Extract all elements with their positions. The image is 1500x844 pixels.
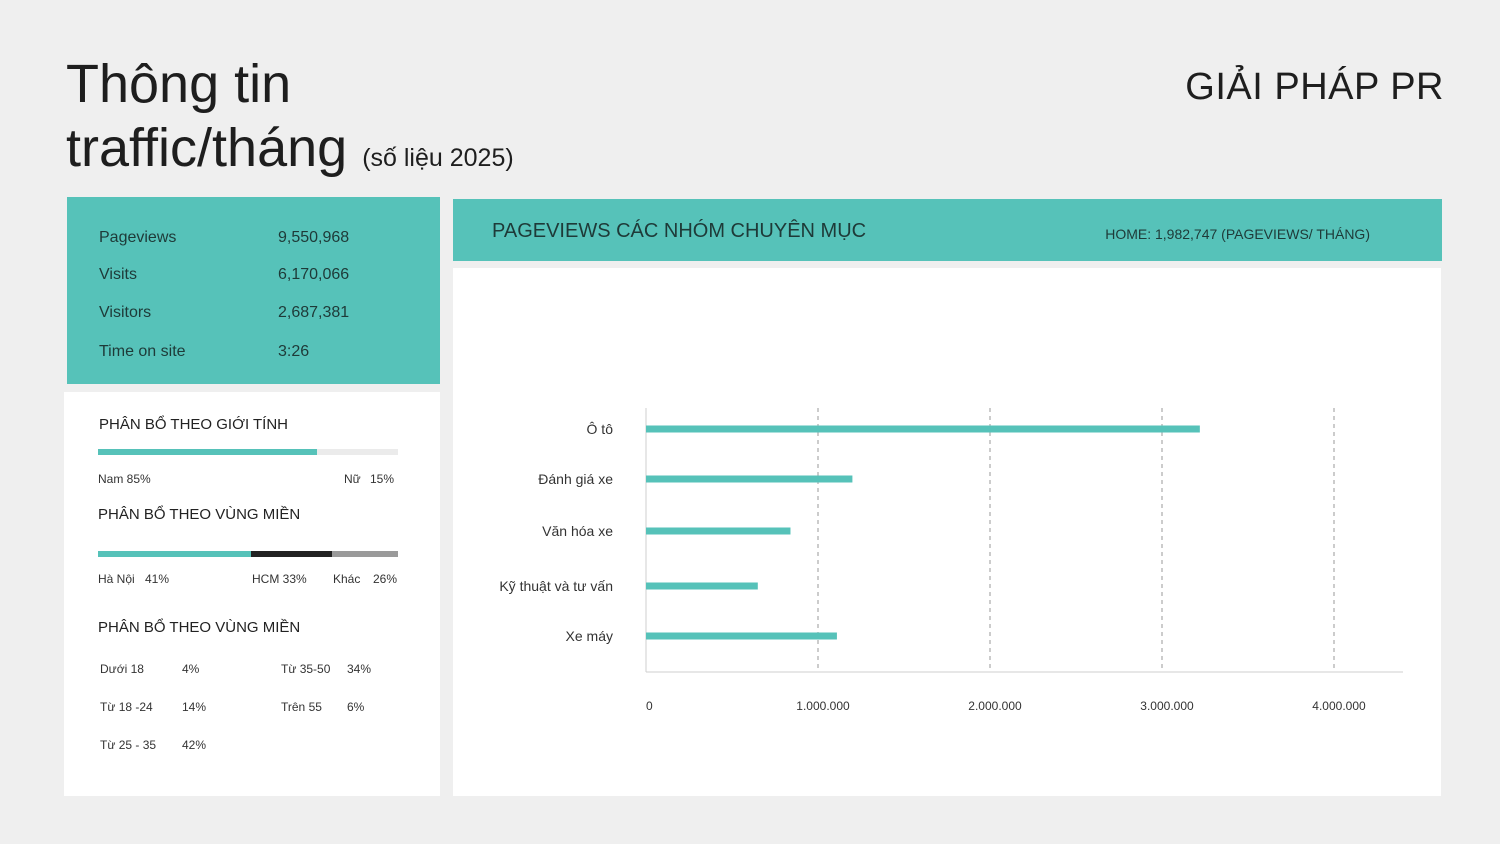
stat-value: 6,170,066 (278, 266, 349, 283)
category-label: Văn hóa xe (542, 523, 613, 539)
stat-label: Pageviews (99, 229, 278, 247)
category-label: Đánh giá xe (538, 471, 613, 487)
gender-section-title: PHÂN BỔ THEO GIỚI TÍNH (99, 416, 288, 433)
x-tick-label: 2.000.000 (968, 699, 1022, 713)
bar (646, 426, 1200, 433)
page-title-traffic: traffic/tháng (66, 118, 347, 178)
traffic-stats-panel: Pageviews 9,550,968 Visits 6,170,066 Visit… (67, 197, 440, 384)
age-section-title: PHÂN BỔ THEO VÙNG MIỀN (98, 619, 300, 636)
gender-bar (98, 449, 398, 455)
age-group-pct: 6% (347, 700, 364, 714)
age-group-pct: 4% (182, 662, 199, 676)
x-tick-label: 0 (646, 699, 653, 713)
category-label: Xe máy (566, 628, 613, 644)
region-other-label: Khác (333, 572, 360, 586)
demographics-panel: PHÂN BỔ THEO GIỚI TÍNH Nam 85% Nữ 15% PH… (64, 392, 440, 796)
region-bar-hanoi (98, 551, 251, 557)
region-hanoi-pct: 41% (145, 572, 169, 586)
stat-row-visitors: Visitors 2,687,381 (99, 304, 349, 322)
bar (646, 583, 758, 590)
bar (646, 633, 837, 640)
age-group-label: Từ 35-50 (281, 662, 330, 676)
region-bar-other (332, 551, 398, 557)
gender-female-label: Nữ (344, 472, 361, 486)
stat-value: 2,687,381 (278, 304, 349, 321)
stat-row-time-on-site: Time on site 3:26 (99, 343, 309, 361)
region-hcm-label: HCM 33% (252, 572, 307, 586)
stat-label: Visitors (99, 304, 278, 322)
age-group-label: Từ 25 - 35 (100, 738, 156, 752)
x-tick-label: 3.000.000 (1140, 699, 1194, 713)
chart-title: PAGEVIEWS CÁC NHÓM CHUYÊN MỤC (492, 220, 866, 243)
gender-bar-male-fill (98, 449, 317, 455)
category-label: Kỹ thuật và tư vấn (499, 578, 613, 594)
stat-row-pageviews: Pageviews 9,550,968 (99, 229, 349, 247)
stat-value: 9,550,968 (278, 229, 349, 246)
gender-female-pct: 15% (370, 472, 394, 486)
region-bar (98, 551, 398, 557)
region-other-pct: 26% (373, 572, 397, 586)
age-group-pct: 42% (182, 738, 206, 752)
home-pageviews-stat: HOME: 1,982,747 (PAGEVIEWS/ THÁNG) (1105, 226, 1370, 242)
age-group-label: Dưới 18 (100, 662, 144, 676)
bar (646, 476, 852, 483)
gender-male-label: Nam 85% (98, 472, 151, 486)
stat-row-visits: Visits 6,170,066 (99, 266, 349, 284)
age-group-label: Trên 55 (281, 700, 322, 714)
stat-label: Time on site (99, 343, 278, 361)
region-hanoi-label: Hà Nội (98, 572, 135, 586)
age-group-pct: 14% (182, 700, 206, 714)
bar (646, 528, 790, 535)
x-tick-label: 4.000.000 (1312, 699, 1366, 713)
x-tick-label: 1.000.000 (796, 699, 850, 713)
age-group-label: Từ 18 -24 (100, 700, 153, 714)
pageviews-bar-chart: 0 1.000.000 2.000.000 3.000.000 4.000.000 Ô t… (453, 268, 1441, 796)
page-title-line-1: Thông tin (66, 54, 291, 114)
brand-label: GIẢI PHÁP PR (1185, 66, 1444, 109)
category-label: Ô tô (587, 421, 614, 437)
chart-header: PAGEVIEWS CÁC NHÓM CHUYÊN MỤC HOME: 1,98… (453, 199, 1442, 261)
chart-panel: 0 1.000.000 2.000.000 3.000.000 4.000.000 Ô t… (453, 268, 1441, 796)
stat-value: 3:26 (278, 343, 309, 360)
region-bar-hcm (251, 551, 332, 557)
age-group-pct: 34% (347, 662, 371, 676)
stat-label: Visits (99, 266, 278, 284)
page-subtitle: (số liệu 2025) (362, 144, 513, 172)
region-section-title: PHÂN BỔ THEO VÙNG MIỀN (98, 506, 300, 523)
page-title-line-2: traffic/tháng (số liệu 2025) (66, 118, 514, 188)
